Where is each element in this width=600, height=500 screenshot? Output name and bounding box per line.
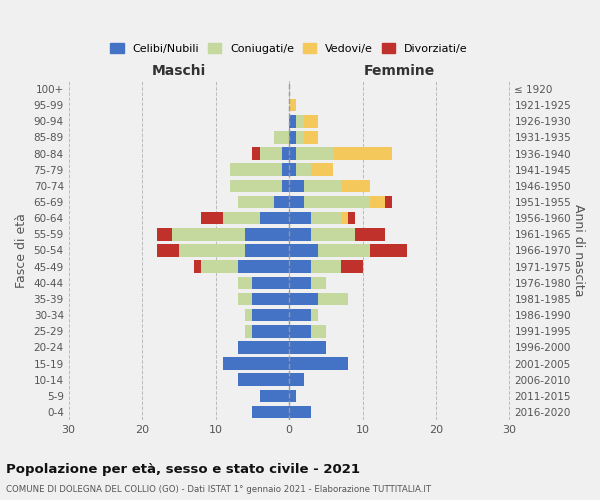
Bar (253, 309, 289, 322)
Bar (289, 244, 319, 257)
Bar (201, 212, 223, 224)
Bar (289, 341, 326, 353)
Bar (253, 276, 289, 289)
Bar (253, 406, 289, 418)
Bar (370, 244, 407, 257)
Bar (260, 390, 289, 402)
Bar (289, 212, 311, 224)
Bar (289, 325, 311, 338)
Bar (289, 309, 311, 322)
Bar (289, 292, 319, 306)
Bar (289, 260, 311, 273)
Bar (304, 180, 341, 192)
Bar (304, 131, 319, 143)
Bar (341, 212, 348, 224)
Bar (355, 228, 385, 240)
Bar (245, 228, 289, 240)
Bar (238, 374, 289, 386)
Bar (319, 244, 370, 257)
Bar (194, 260, 201, 273)
Bar (304, 196, 370, 208)
Bar (341, 180, 370, 192)
Bar (274, 196, 289, 208)
Bar (319, 292, 348, 306)
Y-axis label: Anni di nascita: Anni di nascita (572, 204, 585, 296)
Bar (333, 147, 392, 160)
Text: COMUNE DI DOLEGNA DEL COLLIO (GO) - Dati ISTAT 1° gennaio 2021 - Elaborazione TU: COMUNE DI DOLEGNA DEL COLLIO (GO) - Dati… (6, 485, 431, 494)
Bar (289, 228, 311, 240)
Bar (341, 260, 362, 273)
Bar (311, 325, 326, 338)
Bar (289, 358, 348, 370)
Bar (370, 196, 385, 208)
Bar (230, 180, 282, 192)
Bar (289, 196, 304, 208)
Bar (348, 212, 355, 224)
Bar (289, 99, 296, 112)
Bar (296, 164, 311, 176)
Bar (245, 325, 253, 338)
Bar (245, 244, 289, 257)
Bar (311, 260, 341, 273)
Bar (311, 212, 341, 224)
Bar (179, 244, 245, 257)
Bar (282, 147, 289, 160)
Bar (230, 164, 282, 176)
Bar (238, 341, 289, 353)
Bar (274, 131, 289, 143)
Bar (296, 131, 304, 143)
Bar (289, 390, 296, 402)
Bar (289, 131, 296, 143)
Bar (289, 276, 311, 289)
Bar (157, 244, 179, 257)
Bar (311, 276, 326, 289)
Bar (289, 374, 304, 386)
Legend: Celibi/Nubili, Coniugati/e, Vedovi/e, Divorziati/e: Celibi/Nubili, Coniugati/e, Vedovi/e, Di… (106, 39, 472, 58)
Bar (311, 309, 319, 322)
Text: Popolazione per età, sesso e stato civile - 2021: Popolazione per età, sesso e stato civil… (6, 462, 360, 475)
Bar (253, 147, 260, 160)
Bar (253, 325, 289, 338)
Bar (289, 115, 296, 128)
Bar (172, 228, 245, 240)
Text: Femmine: Femmine (364, 64, 435, 78)
Bar (260, 212, 289, 224)
Bar (311, 164, 333, 176)
Bar (385, 196, 392, 208)
Bar (253, 292, 289, 306)
Bar (282, 164, 289, 176)
Text: Maschi: Maschi (152, 64, 206, 78)
Bar (289, 147, 296, 160)
Bar (238, 260, 289, 273)
Bar (260, 147, 282, 160)
Bar (289, 180, 304, 192)
Bar (304, 115, 319, 128)
Bar (296, 115, 304, 128)
Bar (282, 180, 289, 192)
Bar (223, 358, 289, 370)
Bar (238, 196, 274, 208)
Bar (201, 260, 238, 273)
Bar (238, 276, 253, 289)
Bar (245, 309, 253, 322)
Y-axis label: Fasce di età: Fasce di età (15, 213, 28, 288)
Bar (289, 406, 311, 418)
Bar (223, 212, 260, 224)
Bar (238, 292, 253, 306)
Bar (311, 228, 355, 240)
Bar (157, 228, 172, 240)
Bar (289, 164, 296, 176)
Bar (296, 147, 333, 160)
